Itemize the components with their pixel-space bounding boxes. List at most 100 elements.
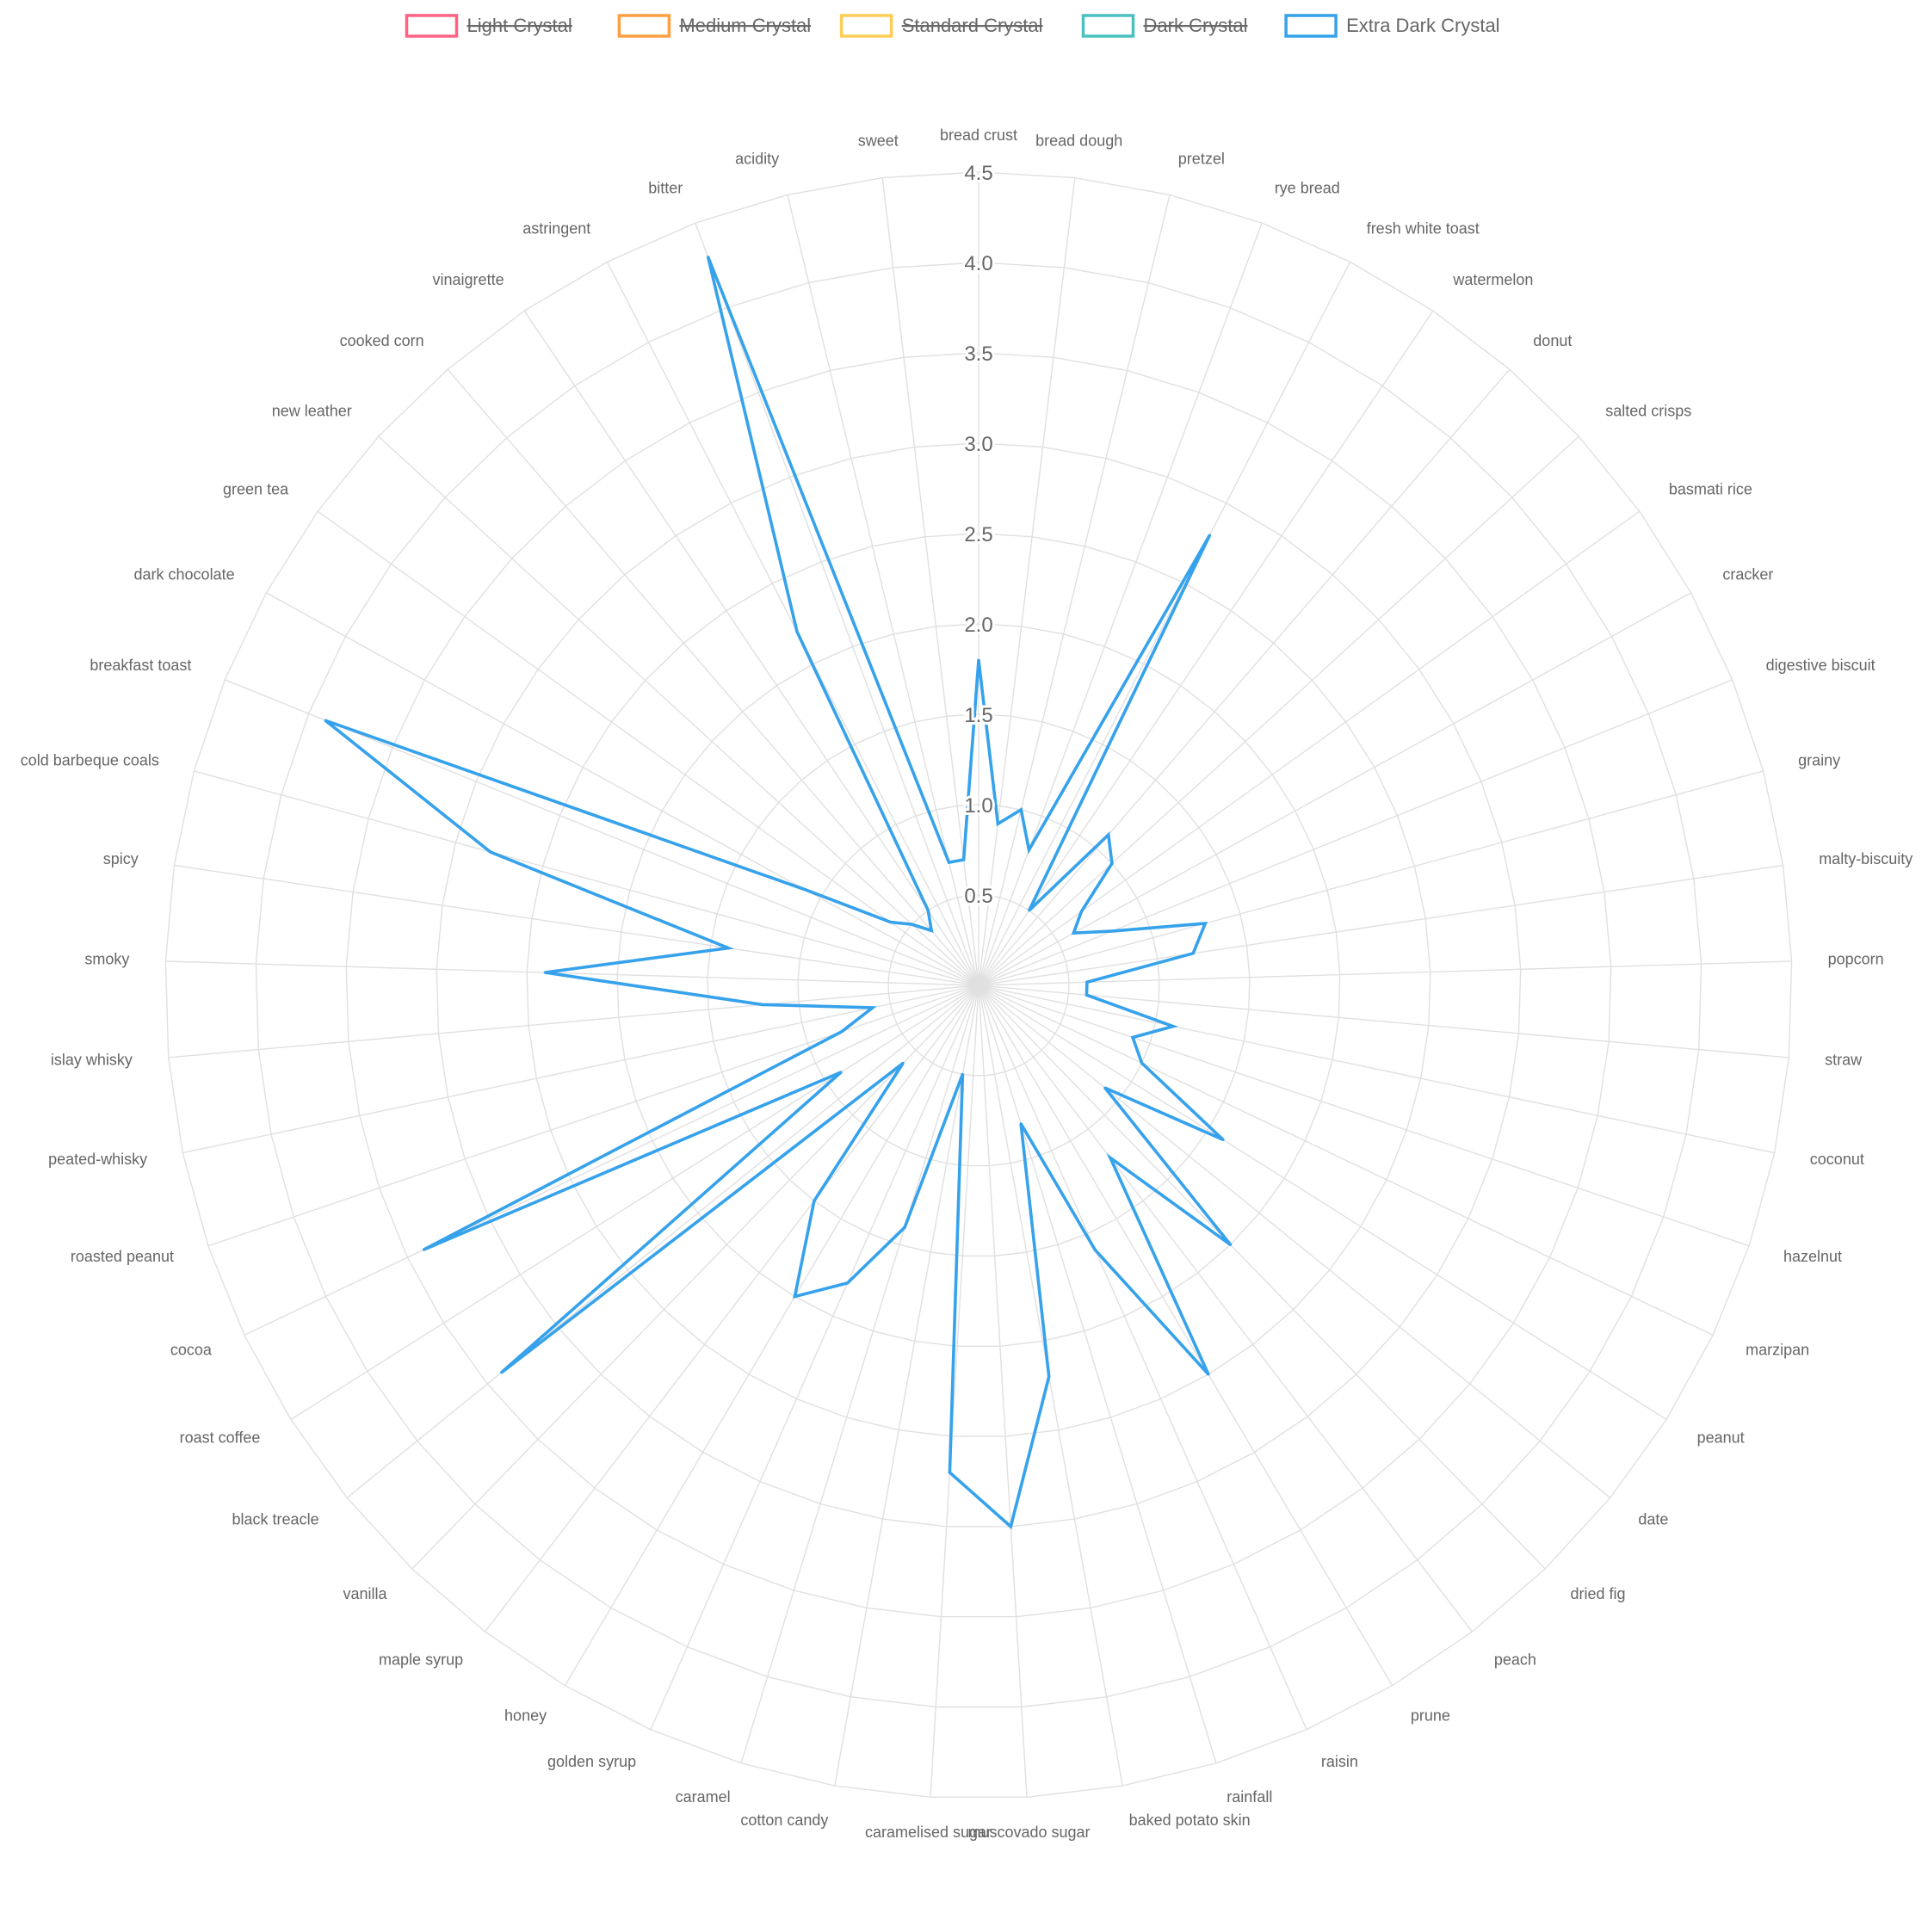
data-point[interactable] (1208, 534, 1211, 537)
data-point[interactable] (1072, 931, 1075, 935)
data-point[interactable] (1019, 1122, 1023, 1126)
tick-label: 0.5 (964, 885, 992, 908)
grid-spoke (606, 261, 979, 986)
data-point[interactable] (889, 921, 893, 923)
axis-label: peach (1494, 1651, 1536, 1668)
axis-label: digestive biscuit (1766, 657, 1875, 674)
data-point[interactable] (1207, 1373, 1210, 1376)
data-point[interactable] (996, 822, 999, 825)
grid-spoke (447, 368, 979, 986)
data-point[interactable] (1085, 993, 1088, 997)
data-point[interactable] (1221, 1138, 1225, 1141)
axis-label: raisin (1321, 1753, 1358, 1770)
data-point[interactable] (1203, 922, 1207, 925)
data-point[interactable] (500, 1371, 504, 1374)
grid-spoke (411, 985, 979, 1570)
data-point[interactable] (903, 1225, 906, 1229)
grid-spoke (695, 222, 979, 986)
axis-label: muscovado sugar (967, 1824, 1090, 1841)
legend-item[interactable]: Extra Dark Crystal (1284, 14, 1500, 38)
legend-item[interactable]: Standard Crystal (839, 14, 1043, 38)
axis-label: coconut (1810, 1151, 1864, 1168)
axis-label: prune (1411, 1707, 1450, 1725)
axis-label: cooked corn (340, 332, 424, 349)
data-point[interactable] (1107, 833, 1110, 836)
data-point[interactable] (961, 1072, 964, 1076)
axis-label: rainfall (1227, 1788, 1272, 1805)
grid-spoke (978, 985, 1393, 1687)
data-point[interactable] (795, 630, 799, 633)
data-point[interactable] (1140, 1061, 1144, 1065)
axis-label: salted crisps (1605, 403, 1691, 420)
data-point[interactable] (911, 923, 913, 926)
data-point[interactable] (1028, 909, 1031, 912)
axis-label: peated-whisky (48, 1151, 147, 1168)
grid-spoke (978, 985, 1546, 1570)
legend-item[interactable]: Light Crystal (405, 14, 572, 38)
axis-label: grainy (1798, 752, 1840, 769)
grid-spoke (194, 770, 979, 986)
data-point[interactable] (1019, 808, 1023, 812)
legend-swatch (1284, 14, 1338, 38)
data-point[interactable] (962, 858, 966, 861)
tick-label: 3.0 (964, 433, 992, 456)
data-point[interactable] (1111, 929, 1115, 933)
data-point[interactable] (901, 1061, 905, 1065)
data-point[interactable] (1093, 1249, 1097, 1251)
data-point[interactable] (1229, 1243, 1233, 1246)
data-point[interactable] (1028, 849, 1030, 851)
axis-label: roast coffee (180, 1429, 261, 1447)
data-point[interactable] (1047, 1375, 1051, 1379)
data-point[interactable] (1171, 1025, 1175, 1028)
data-point[interactable] (1110, 861, 1114, 865)
data-point[interactable] (1191, 952, 1195, 955)
data-point[interactable] (793, 1295, 796, 1299)
axis-label: bread crust (940, 127, 1017, 144)
data-point[interactable] (1079, 910, 1083, 913)
data-point[interactable] (1109, 1156, 1112, 1159)
data-point[interactable] (926, 909, 930, 912)
data-point[interactable] (803, 888, 806, 891)
data-point[interactable] (1085, 980, 1089, 984)
data-point[interactable] (948, 861, 950, 864)
legend-item[interactable]: Dark Crystal (1081, 14, 1248, 38)
grid-spoke (165, 960, 979, 986)
data-point[interactable] (948, 1471, 951, 1474)
data-point[interactable] (930, 929, 933, 932)
grid-spoke (978, 985, 1789, 1059)
axis-label: cocoa (170, 1341, 213, 1358)
axis-label: fresh white toast (1367, 220, 1480, 238)
axis-label: watermelon (1452, 271, 1533, 288)
legend-swatch (839, 14, 893, 38)
data-point[interactable] (324, 719, 327, 722)
grid-spoke (317, 510, 979, 986)
data-point[interactable] (846, 1281, 850, 1285)
data-point[interactable] (489, 850, 492, 854)
grid-spoke (244, 985, 979, 1336)
data-point[interactable] (726, 947, 730, 950)
data-point[interactable] (871, 1006, 874, 1009)
data-point[interactable] (1131, 1036, 1134, 1039)
data-point[interactable] (839, 1071, 843, 1074)
grid-ring (255, 262, 1702, 1708)
grid-spoke (978, 985, 1123, 1787)
grid-spoke (978, 985, 1611, 1498)
data-point[interactable] (1103, 1086, 1107, 1089)
data-point[interactable] (761, 1003, 764, 1006)
data-point[interactable] (543, 971, 547, 974)
legend-item[interactable]: Medium Crystal (617, 14, 811, 38)
data-point[interactable] (707, 256, 710, 258)
legend-swatch (1081, 14, 1135, 38)
grid-spoke (881, 177, 979, 986)
grid-spoke (978, 985, 1714, 1336)
axis-label: golden syrup (547, 1753, 636, 1770)
data-point[interactable] (813, 1199, 816, 1202)
data-point[interactable] (422, 1248, 425, 1251)
data-point[interactable] (1009, 1525, 1012, 1528)
axis-label: cotton candy (740, 1812, 828, 1829)
data-point[interactable] (840, 1030, 844, 1034)
axis-label: vinaigrette (433, 271, 504, 288)
grid-spoke (978, 864, 1783, 986)
data-point[interactable] (977, 658, 980, 662)
